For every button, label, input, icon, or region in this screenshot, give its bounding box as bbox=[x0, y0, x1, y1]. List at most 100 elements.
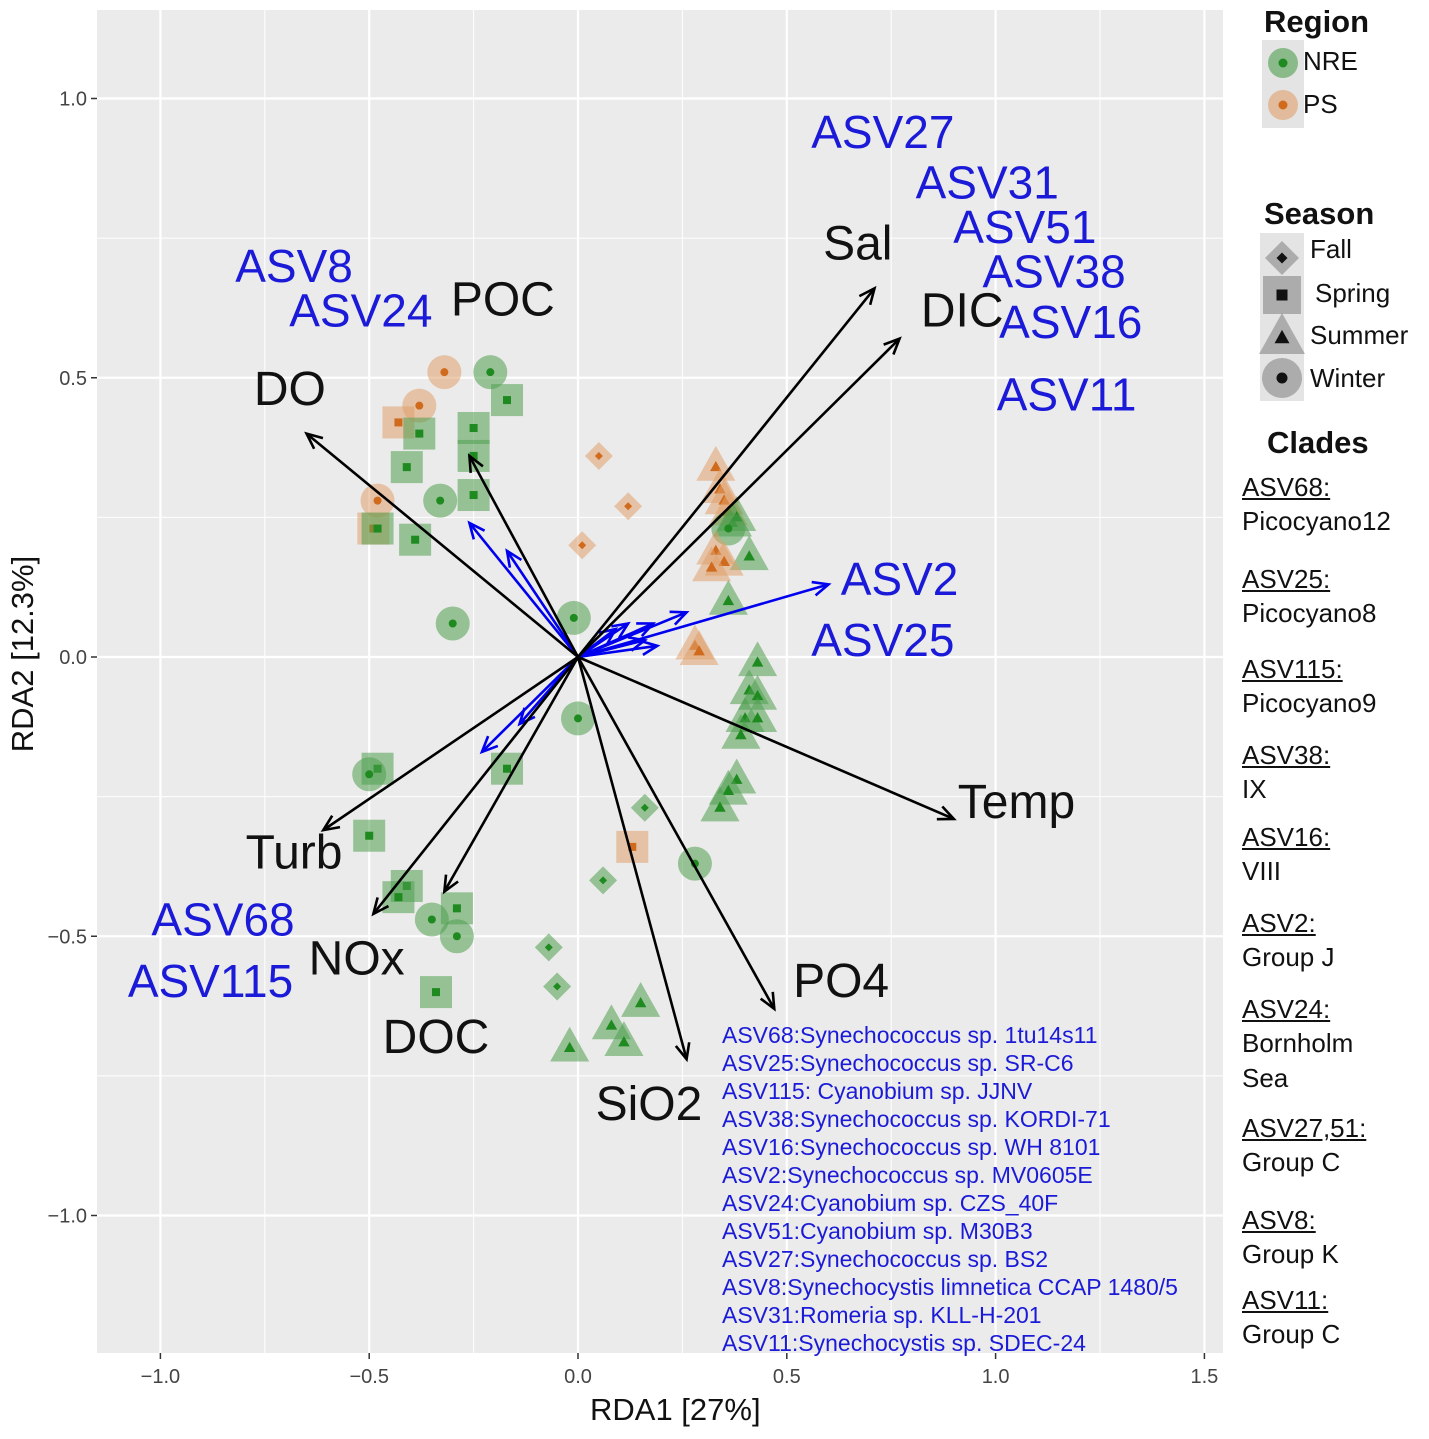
legend-season-summer: Summer bbox=[1310, 320, 1409, 350]
sample-point-core bbox=[365, 831, 374, 840]
clade-asv25: ASV25: bbox=[1242, 564, 1331, 594]
taxonomy-note: ASV68:Synechococcus sp. 1tu14s11 bbox=[722, 1022, 1097, 1048]
clade-asv115: ASV115: bbox=[1242, 654, 1343, 684]
asv-label: ASV2 bbox=[841, 553, 959, 605]
sample-point-core bbox=[594, 451, 603, 460]
grid-lines bbox=[97, 10, 1223, 1353]
taxonomy-note: ASV8:Synechocystis limnetica CCAP 1480/5 bbox=[722, 1274, 1178, 1300]
env-label: Turb bbox=[246, 826, 343, 879]
plot-panel bbox=[97, 10, 1223, 1353]
sample-point-core bbox=[486, 368, 495, 377]
asv-label: ASV115 bbox=[128, 955, 293, 1007]
sample-point-core bbox=[574, 714, 582, 723]
sample-point-core bbox=[469, 491, 478, 500]
sample-point-core bbox=[427, 915, 436, 924]
sample-point-core bbox=[503, 764, 512, 773]
x-tick-label: −1.0 bbox=[141, 1366, 180, 1388]
clade-asv24-value2: Sea bbox=[1242, 1063, 1289, 1093]
clade-asv68-value: Picocyano12 bbox=[1242, 506, 1391, 536]
asv-arrow bbox=[577, 580, 832, 659]
taxonomy-note: ASV2:Synechococcus sp. MV0605E bbox=[722, 1162, 1093, 1188]
sample-point-core bbox=[365, 770, 374, 779]
legend-season-symbol-core bbox=[1276, 252, 1288, 264]
asv-label: ASV68 bbox=[151, 893, 294, 945]
vector-labels: SalDICPOCDOTempTurbNOxDOCPO4SiO2ASV27ASV… bbox=[128, 106, 1143, 1131]
asv-label: ASV24 bbox=[289, 285, 432, 337]
sample-point-core bbox=[722, 784, 735, 796]
legend-season-fall: Fall bbox=[1310, 234, 1352, 264]
clade-asv16: ASV16: bbox=[1242, 822, 1331, 852]
asv-arrow bbox=[577, 639, 661, 659]
clade-asv27-51-value: Group C bbox=[1242, 1147, 1341, 1177]
legend-season-symbol-core bbox=[1276, 289, 1288, 301]
sample-point-core bbox=[394, 418, 403, 427]
clade-asv68: ASV68: bbox=[1242, 472, 1331, 502]
sample-point-core bbox=[714, 801, 726, 812]
asv-label: ASV16 bbox=[999, 296, 1142, 348]
y-tick-label: 0.0 bbox=[59, 647, 87, 669]
taxonomy-note: ASV38:Synechococcus sp. KORDI-71 bbox=[722, 1106, 1111, 1132]
x-axis-title: RDA1 [27%] bbox=[590, 1392, 761, 1427]
asv-arrow bbox=[505, 548, 580, 658]
taxonomy-note: ASV27:Synechococcus sp. BS2 bbox=[722, 1246, 1048, 1272]
sample-point-core bbox=[743, 550, 755, 561]
sample-point-core bbox=[751, 712, 764, 723]
sample-point-core bbox=[373, 524, 382, 533]
legend-season-winter: Winter bbox=[1310, 363, 1386, 393]
legend-season-symbol-core bbox=[1274, 329, 1290, 344]
env-arrow bbox=[576, 656, 776, 1012]
sample-point-core bbox=[415, 401, 424, 410]
sample-point-core bbox=[544, 943, 553, 952]
sample-point-core bbox=[469, 424, 478, 433]
env-arrow bbox=[304, 431, 579, 659]
env-arrow bbox=[320, 655, 579, 832]
x-tick-label: 0.0 bbox=[564, 1366, 592, 1388]
env-label: POC bbox=[451, 274, 555, 327]
env-label: DIC bbox=[921, 285, 1004, 338]
clade-asv16-value: VIII bbox=[1242, 856, 1282, 886]
taxonomy-notes: ASV68:Synechococcus sp. 1tu14s11ASV25:Sy… bbox=[722, 1022, 1178, 1356]
asv-arrow bbox=[467, 520, 580, 658]
taxonomy-note: ASV115: Cyanobium sp. JJNV bbox=[722, 1078, 1033, 1104]
x-tick-label: 1.0 bbox=[982, 1366, 1010, 1388]
taxonomy-note: ASV16:Synechococcus sp. WH 8101 bbox=[722, 1134, 1100, 1160]
sample-point-core bbox=[735, 728, 747, 740]
taxonomy-note: ASV24:Cyanobium sp. CZS_40F bbox=[722, 1190, 1058, 1216]
sample-point-core bbox=[718, 555, 730, 567]
env-label: NOx bbox=[309, 933, 405, 986]
clade-asv25-value: Picocyano8 bbox=[1242, 598, 1377, 628]
taxonomy-note: ASV25:Synechococcus sp. SR-C6 bbox=[722, 1050, 1074, 1076]
sample-point-core bbox=[503, 396, 512, 405]
sample-point-core bbox=[440, 368, 449, 377]
legend-season-spring: Spring bbox=[1315, 278, 1391, 308]
clade-asv24-value: Bornholm bbox=[1242, 1028, 1354, 1058]
y-tick-label: −0.5 bbox=[48, 926, 87, 948]
sample-point-core bbox=[411, 535, 420, 544]
y-tick-label: 0.5 bbox=[59, 368, 87, 390]
x-tick-label: −0.5 bbox=[349, 1366, 388, 1388]
env-label: Sal bbox=[823, 218, 892, 271]
sample-point-core bbox=[634, 997, 647, 1008]
sample-point-core bbox=[415, 429, 424, 438]
sample-point-core bbox=[751, 689, 764, 701]
sample-point-core bbox=[563, 1041, 576, 1052]
env-arrow bbox=[577, 655, 957, 821]
asv-label: ASV38 bbox=[982, 246, 1125, 298]
sample-point-core bbox=[605, 1019, 618, 1030]
env-label: PO4 bbox=[793, 955, 889, 1008]
clade-asv11: ASV11: bbox=[1242, 1285, 1329, 1315]
sample-point-core bbox=[693, 645, 705, 656]
x-tick-label: 1.5 bbox=[1190, 1366, 1218, 1388]
clade-asv8: ASV8: bbox=[1242, 1205, 1316, 1235]
sample-point-core bbox=[624, 502, 633, 511]
env-arrow bbox=[442, 656, 580, 895]
sample-point-core bbox=[599, 876, 608, 885]
sample-point-core bbox=[373, 496, 382, 505]
sample-point-core bbox=[722, 594, 735, 606]
env-arrow bbox=[576, 656, 691, 1063]
sample-point-core bbox=[705, 561, 718, 572]
env-label: Temp bbox=[958, 776, 1075, 829]
taxonomy-note: ASV51:Cyanobium sp. M30B3 bbox=[722, 1218, 1033, 1244]
asv-label: ASV27 bbox=[811, 106, 954, 158]
